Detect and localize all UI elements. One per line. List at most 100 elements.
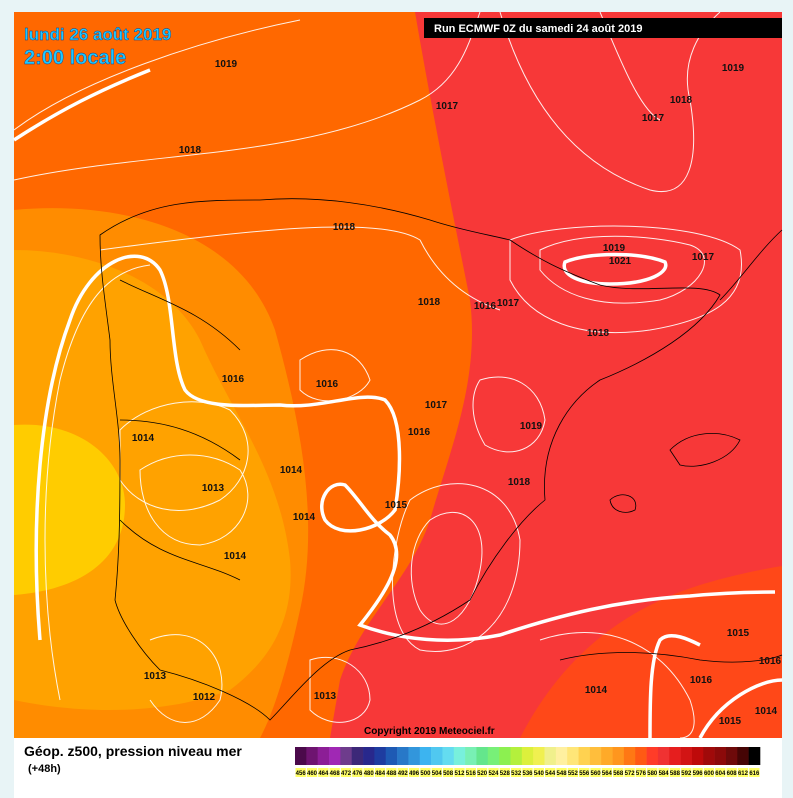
field-zone [330,12,782,738]
scale-label-bg [454,768,465,777]
scale-label-bg [510,768,522,777]
isobars [13,11,742,739]
scale-label-bg [476,768,488,777]
scale-swatch [533,747,545,765]
scale-swatch [340,747,353,765]
scale-label: 544 [545,771,556,777]
scale-label: 608 [727,771,738,777]
scale-label-bg [726,768,737,777]
scale-label-bg [533,768,545,777]
scale-label-bg [420,768,431,777]
scale-label: 604 [715,771,726,777]
scale-label: 556 [579,771,590,777]
scale-label: 536 [522,771,533,777]
scale-label-bg [386,768,397,777]
scale-swatch [465,747,477,765]
scale-swatch [555,747,568,765]
isobar-label: 1013 [202,483,225,494]
scale-label: 552 [568,771,579,777]
scale-label-bg [442,768,454,777]
scale-label: 460 [307,771,318,777]
scale-swatch [521,747,534,765]
field-zone [14,250,291,710]
scale-swatch [408,747,421,765]
isobar-label: 1017 [436,101,459,112]
scale-swatch [725,747,738,765]
scale-label: 472 [341,771,352,777]
scale-swatch [317,747,330,765]
scale-swatch [737,747,749,765]
scale-swatch [306,747,318,765]
scale-swatch [748,747,761,765]
scale-label: 540 [534,771,545,777]
scale-label-bg [567,768,579,777]
scale-label: 576 [636,771,647,777]
scale-label-bg [590,768,601,777]
scale-label: 488 [386,771,397,777]
isoline-5880 [13,68,783,739]
scale-swatch [385,747,398,765]
scale-label-bg [545,768,556,777]
scale-swatch [714,747,727,765]
isobar-label: 1019 [520,421,543,432]
isobar-label: 1014 [280,465,303,476]
scale-label-bg [374,768,386,777]
isobar-label: 1016 [222,374,245,385]
scale-label-bg [329,768,340,777]
scale-label-bg [465,768,476,777]
scale-swatch [578,747,591,765]
scale-label-bg [352,768,363,777]
scale-label: 480 [364,771,375,777]
isobar-label: 1017 [497,298,520,309]
isobar-label: 1018 [670,95,693,106]
scale-swatch [295,747,307,765]
scale-label: 560 [591,771,602,777]
scale-label: 496 [409,771,420,777]
scale-swatch [646,747,659,765]
scale-label: 508 [443,771,454,777]
isobar-label: 1014 [293,512,316,523]
isobar-label: 1015 [719,716,742,727]
isobar-label: 1016 [759,656,782,667]
scale-label-bg [647,768,658,777]
isobar-label: 1015 [727,628,750,639]
scale-label: 588 [670,771,681,777]
scale-swatch [612,747,625,765]
scale-swatch [544,747,557,765]
scale-swatch [363,747,375,765]
scale-swatch [680,747,693,765]
scale-label: 572 [625,771,636,777]
isobar-label: 1019 [722,63,745,74]
scale-swatch [374,747,387,765]
isobar-label: 1019 [603,243,626,254]
scale-label: 524 [488,771,499,777]
scale-swatch [476,747,489,765]
scale-label-bg [703,768,715,777]
isobar-label: 1014 [755,706,778,717]
isobar-label: 1013 [144,671,167,682]
scale-label-bg [488,768,499,777]
time-title: 2:00 locale [24,47,126,69]
scale-swatch [635,747,647,765]
scale-label: 464 [318,771,329,777]
isobar-label: 1018 [333,222,356,233]
scale-label-bg [363,768,374,777]
copyright: Copyright 2019 Meteociel.fr [364,726,495,737]
scale-label: 584 [659,771,670,777]
isobar-label: 1017 [425,400,448,411]
scale-swatch [351,747,364,765]
isobar-label: 1014 [224,551,247,562]
run-info: Run ECMWF 0Z du samedi 24 août 2019 [434,23,642,35]
scale-label: 500 [420,771,431,777]
isobar-label: 1016 [690,675,713,686]
scale-label: 528 [500,771,511,777]
scale-swatch [589,747,602,765]
scale-label: 596 [693,771,704,777]
scale-label: 520 [477,771,488,777]
scale-label-bg [658,768,669,777]
isobar-label: 1014 [585,685,608,696]
scale-swatch [487,747,500,765]
scale-label: 532 [511,771,522,777]
scale-label-bg [681,768,692,777]
